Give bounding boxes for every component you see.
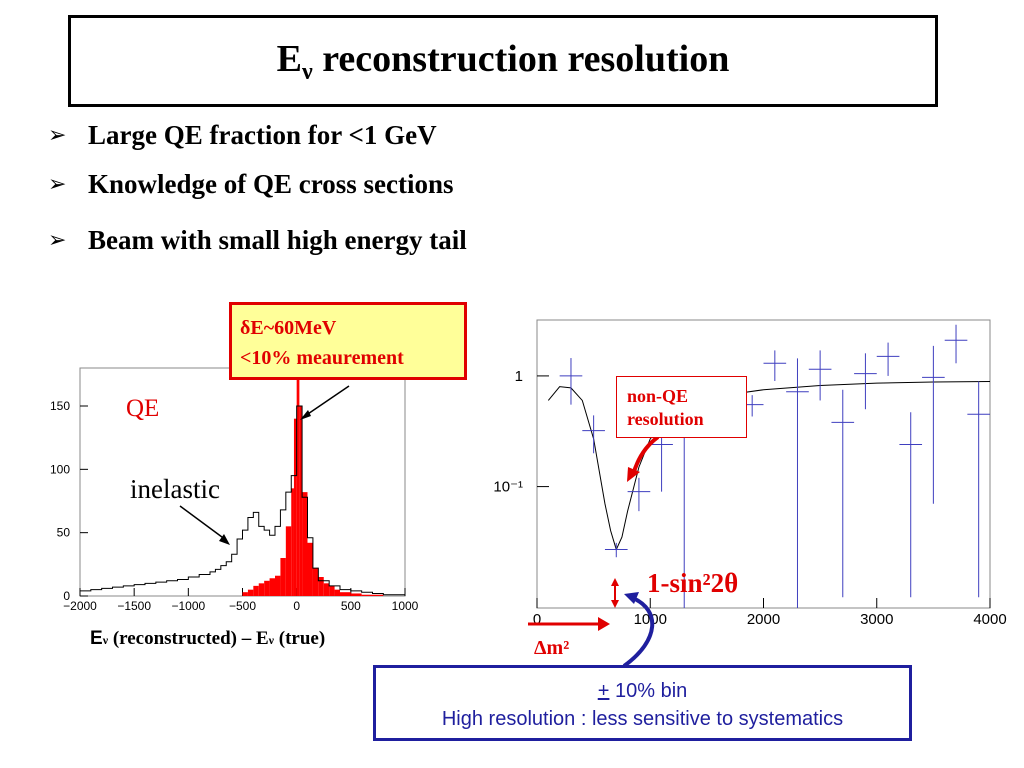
qe-histogram-bar xyxy=(264,580,270,596)
bullet-item: ➢ Knowledge of QE cross sections xyxy=(48,169,454,200)
qe-label: QE xyxy=(126,395,160,422)
bullet-item: ➢ Large QE fraction for <1 GeV xyxy=(48,120,437,151)
title-subscript: ν xyxy=(302,58,313,85)
qe-histogram-bar xyxy=(275,575,281,596)
y-tick-label: 0 xyxy=(63,589,70,603)
qe-histogram-bar xyxy=(312,568,319,596)
qe-histogram-bar xyxy=(299,406,303,596)
y-tick-label: 150 xyxy=(50,399,70,413)
dm2-arrowhead xyxy=(598,617,610,631)
x-tick-label: 2000 xyxy=(747,611,780,628)
bin-line-2: High resolution : less sensitive to syst… xyxy=(441,708,844,730)
dip-depth-arrowhead-down xyxy=(611,600,619,608)
left-x-axis-label: Eν (reconstructed) – Eν (true) xyxy=(90,628,326,649)
bin-resolution-box: + 10% bin High resolution : less sensiti… xyxy=(373,665,912,741)
bin-line-1: + 10% bin xyxy=(597,680,688,702)
inelastic-histogram-line xyxy=(79,405,405,596)
nonqe-resolution-box: non-QE resolution xyxy=(616,376,747,438)
x-tick-label: 1000 xyxy=(392,599,419,613)
qe-histogram-bar xyxy=(318,577,324,596)
x-tick-label: 4000 xyxy=(973,611,1006,628)
dm2-label: Δm² xyxy=(534,637,570,659)
bin-pointer-arrowhead xyxy=(624,592,639,604)
qe-histogram-bar xyxy=(242,592,248,596)
qe-histogram-bar xyxy=(293,418,297,596)
y-tick-label: 10⁻¹ xyxy=(493,479,523,496)
qe-histogram-bar xyxy=(340,592,351,596)
nonqe-pointer-arrow xyxy=(631,435,660,476)
qe-histogram-bar xyxy=(269,578,275,596)
qe-histogram-bar xyxy=(247,589,254,596)
qe-histogram-bar xyxy=(280,558,286,596)
x-tick-label: 3000 xyxy=(860,611,893,628)
inelastic-pointer-arrowhead xyxy=(219,534,230,545)
arrow-bullet-icon: ➢ xyxy=(48,172,67,197)
page-title: Eν reconstruction resolution xyxy=(277,37,730,86)
title-box: Eν reconstruction resolution xyxy=(68,15,938,107)
arrow-bullet-icon: ➢ xyxy=(48,123,67,148)
qe-histogram-bar xyxy=(307,542,313,596)
nonqe-line-1: non-QE xyxy=(627,386,689,406)
inelastic-label: inelastic xyxy=(130,474,220,504)
resolution-note-box: δE~60MeV <10% meaurement xyxy=(229,302,467,380)
title-main: E xyxy=(276,37,303,80)
qe-histogram-bar xyxy=(296,374,300,596)
qe-histogram-bar xyxy=(361,594,373,596)
qe-histogram-bar xyxy=(253,585,259,596)
dip-depth-arrowhead-up xyxy=(611,578,619,586)
note-pointer-arrow xyxy=(301,385,350,419)
bin-pointer-arrow xyxy=(622,596,655,668)
plus-minus-symbol: + xyxy=(597,680,610,702)
oscillation-label: 1-sin²2θ xyxy=(647,568,739,598)
y-tick-label: 50 xyxy=(57,526,71,540)
x-tick-label: −2000 xyxy=(63,599,97,613)
x-tick-label: 0 xyxy=(533,611,541,628)
title-rest: reconstruction resolution xyxy=(312,37,730,80)
qe-histogram-bar xyxy=(285,526,292,596)
fit-curve-line xyxy=(547,381,991,551)
note-line-1: δE~60MeV xyxy=(240,317,337,339)
x-tick-label: 500 xyxy=(341,599,361,613)
y-tick-label: 100 xyxy=(50,462,70,476)
bullet-text: Large QE fraction for <1 GeV xyxy=(88,120,437,150)
note-pointer-arrowhead xyxy=(300,410,311,420)
nonqe-pointer-arrowhead xyxy=(627,467,640,482)
qe-histogram-bar xyxy=(372,594,384,596)
inelastic-pointer-arrow xyxy=(179,505,227,541)
note-line-2: <10% meaurement xyxy=(240,347,404,369)
x-tick-label: −1500 xyxy=(117,599,151,613)
qe-histogram-bar xyxy=(291,488,294,596)
arrow-bullet-icon: ➢ xyxy=(48,228,67,253)
qe-histogram-bar xyxy=(350,593,362,596)
x-tick-label: 0 xyxy=(293,599,300,613)
qe-histogram-bar xyxy=(329,585,335,596)
qe-histogram-bar xyxy=(302,492,308,596)
nonqe-line-2: resolution xyxy=(627,409,704,429)
qe-histogram-bar xyxy=(323,583,330,596)
qe-histogram-bar xyxy=(334,589,340,596)
bullet-text: Knowledge of QE cross sections xyxy=(88,169,454,199)
qe-histogram-bar xyxy=(258,583,265,596)
bullet-text: Beam with small high energy tail xyxy=(88,225,467,255)
x-tick-label: −500 xyxy=(229,599,256,613)
bullet-item: ➢ Beam with small high energy tail xyxy=(48,225,467,256)
x-tick-label: −1000 xyxy=(171,599,205,613)
y-tick-label: 1 xyxy=(515,368,523,385)
